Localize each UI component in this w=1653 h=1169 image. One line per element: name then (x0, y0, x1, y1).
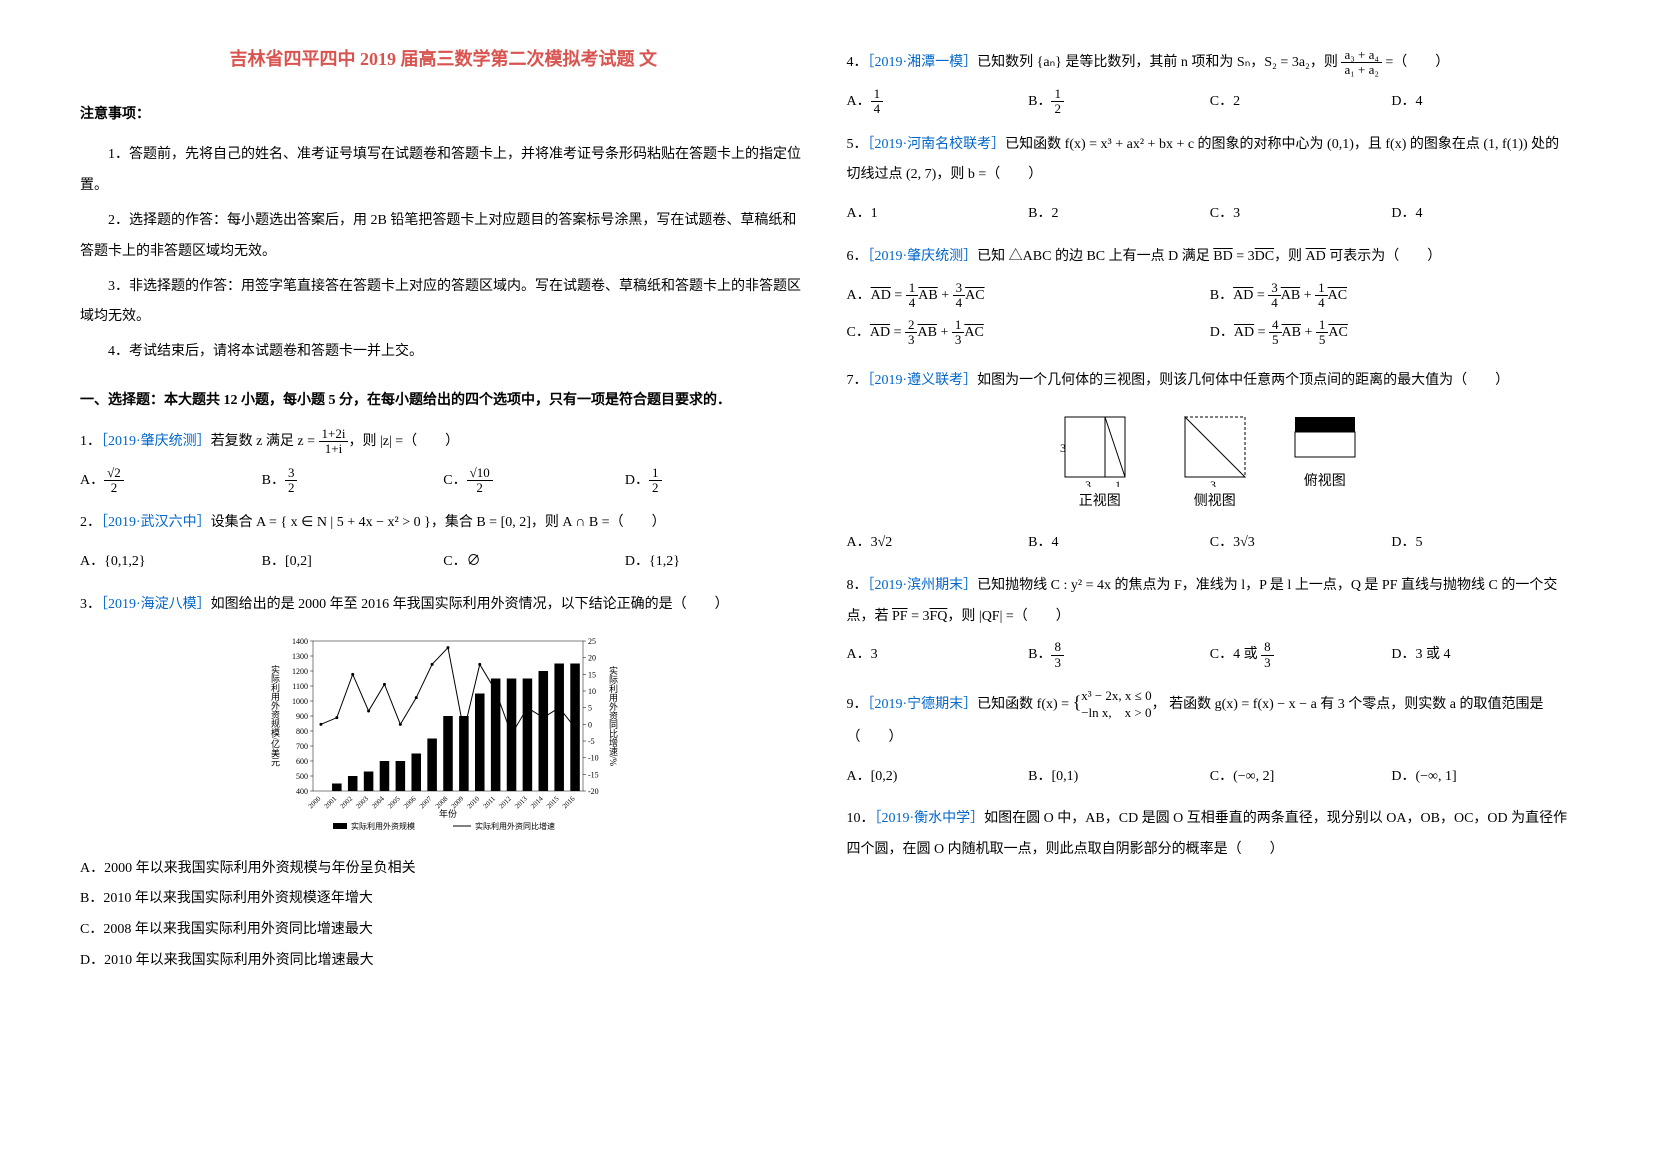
svg-text:2014: 2014 (529, 794, 545, 810)
svg-text:800: 800 (296, 727, 308, 736)
svg-text:500: 500 (296, 772, 308, 781)
q1-options: A．√22 B．32 C．√102 D．12 (80, 466, 807, 497)
svg-text:900: 900 (296, 712, 308, 721)
svg-text:10: 10 (588, 687, 596, 696)
svg-text:2001: 2001 (323, 794, 339, 810)
q3-opt-c: C．2008 年以来我国实际利用外资同比增速最大 (80, 915, 807, 946)
front-view-icon: 3 3 1 (1055, 407, 1145, 487)
svg-text:2016: 2016 (561, 794, 577, 810)
svg-text:1400: 1400 (292, 637, 308, 646)
svg-text:15: 15 (588, 670, 596, 679)
svg-text:-15: -15 (588, 770, 599, 779)
q7-options: A．3√2 B．4 C．3√3 D．5 (847, 528, 1574, 559)
question-8: 8．［2019·滨州期末］已知抛物线 C : y² = 4x 的焦点为 F，准线… (847, 571, 1574, 633)
svg-text:3: 3 (1085, 478, 1091, 487)
notice-1: 1．答题前，先将自己的姓名、准考证号填写在试题卷和答题卡上，并将准考证号条形码粘… (80, 140, 807, 202)
svg-text:1100: 1100 (293, 682, 309, 691)
q7-views: 3 3 1 正视图 3 侧视图 俯视图 (847, 407, 1574, 518)
notice-3: 3．非选择题的作答：用签字笔直接答在答题卡上对应的答题区域内。写在试题卷、草稿纸… (80, 272, 807, 334)
svg-text:2013: 2013 (514, 794, 530, 810)
svg-text:2003: 2003 (355, 794, 371, 810)
q4-options: A．14 B．12 C．2 D．4 (847, 87, 1574, 118)
svg-text:2012: 2012 (498, 794, 514, 810)
q1-tag: ［2019·肇庆统测］ (101, 434, 211, 449)
q6-options: A．AD = 14AB + 34AC B．AD = 34AB + 14AC C．… (847, 281, 1574, 355)
q6-tag: ［2019·肇庆统测］ (868, 249, 978, 264)
q7-tag: ［2019·遵义联考］ (868, 373, 978, 388)
top-view-icon (1285, 407, 1365, 467)
svg-text:1000: 1000 (292, 697, 308, 706)
q3-chart: 400 500 600 700 800 900 1000 1100 1200 1300 1400 -2… (80, 631, 807, 844)
svg-text:2009: 2009 (450, 794, 466, 810)
svg-text:2000: 2000 (307, 794, 323, 810)
part1-header: 一、选择题：本大题共 12 小题，每小题 5 分，在每小题给出的四个选项中，只有… (80, 386, 807, 417)
svg-text:年份: 年份 (439, 808, 457, 819)
question-3: 3．［2019·海淀八模］如图给出的是 2000 年至 2016 年我国实际利用… (80, 590, 807, 621)
svg-text:2004: 2004 (371, 794, 387, 810)
svg-text:2011: 2011 (482, 794, 498, 810)
question-5: 5．［2019·河南名校联考］已知函数 f(x) = x³ + ax² + bx… (847, 130, 1574, 192)
svg-text:2015: 2015 (545, 794, 561, 810)
svg-text:1300: 1300 (292, 652, 308, 661)
svg-text:实际利用外资同比增速: 实际利用外资同比增速 (475, 821, 555, 831)
svg-text:实际利用外资规模: 实际利用外资规模 (351, 821, 415, 831)
svg-text:3: 3 (1060, 441, 1066, 455)
exam-title: 吉林省四平四中 2019 届高三数学第二次模拟考试题 文 (80, 40, 807, 80)
q3-opt-a: A．2000 年以来我国实际利用外资规模与年份呈负相关 (80, 854, 807, 885)
svg-text:2002: 2002 (339, 794, 355, 810)
q2-options: A．{0,1,2} B．[0,2] C．∅ D．{1,2} (80, 547, 807, 578)
svg-text:700: 700 (296, 742, 308, 751)
q3-opt-b: B．2010 年以来我国实际利用外资规模逐年增大 (80, 884, 807, 915)
svg-text:5: 5 (588, 703, 592, 712)
side-view-icon: 3 (1175, 407, 1255, 487)
question-1: 1．［2019·肇庆统测］若复数 z 满足 z = 1+2i1+i，则 |z| … (80, 427, 807, 458)
question-7: 7．［2019·遵义联考］如图为一个几何体的三视图，则该几何体中任意两个顶点间的… (847, 366, 1574, 397)
svg-text:0: 0 (588, 720, 592, 729)
q2-tag: ［2019·武汉六中］ (101, 515, 211, 530)
q8-tag: ［2019·滨州期末］ (868, 578, 978, 593)
q5-options: A．1 B．2 C．3 D．4 (847, 199, 1574, 230)
svg-text:3: 3 (1210, 478, 1216, 487)
svg-text:600: 600 (296, 757, 308, 766)
svg-text:-20: -20 (588, 787, 599, 796)
svg-text:-5: -5 (588, 737, 595, 746)
q3-opt-d: D．2010 年以来我国实际利用外资同比增速最大 (80, 946, 807, 977)
question-2: 2．［2019·武汉六中］设集合 A = { x ∈ N | 5 + 4x − … (80, 508, 807, 539)
svg-text:1: 1 (1115, 478, 1121, 487)
svg-text:25: 25 (588, 637, 596, 646)
notice-header: 注意事项： (80, 100, 807, 131)
q4-tag: ［2019·湘潭一模］ (868, 55, 978, 70)
svg-text:2007: 2007 (418, 794, 434, 810)
svg-text:2006: 2006 (402, 794, 418, 810)
question-4: 4．［2019·湘潭一模］已知数列 {aₙ} 是等比数列，其前 n 项和为 Sₙ… (847, 48, 1574, 79)
q5-tag: ［2019·河南名校联考］ (868, 137, 1006, 152)
q8-options: A．3 B．83 C．4 或 83 D．3 或 4 (847, 640, 1574, 671)
svg-text:400: 400 (296, 787, 308, 796)
q3-tag: ［2019·海淀八模］ (101, 597, 211, 612)
svg-text:2005: 2005 (386, 794, 402, 810)
svg-text:实际利用外资规模/亿美元: 实际利用外资规模/亿美元 (270, 664, 280, 768)
svg-text:2010: 2010 (466, 794, 482, 810)
notice-2: 2．选择题的作答：每小题选出答案后，用 2B 铅笔把答题卡上对应题目的答案标号涂… (80, 206, 807, 268)
q10-tag: ［2019·衡水中学］ (875, 811, 985, 826)
svg-text:2008: 2008 (434, 794, 450, 810)
svg-text:-10: -10 (588, 753, 599, 762)
question-9: 9．［2019·宁德期末］已知函数 f(x) = {x³ − 2x, x ≤ 0… (847, 683, 1574, 753)
question-6: 6．［2019·肇庆统测］已知 △ABC 的边 BC 上有一点 D 满足 BD … (847, 242, 1574, 273)
svg-text:1200: 1200 (292, 667, 308, 676)
svg-text:20: 20 (588, 653, 596, 662)
question-10: 10．［2019·衡水中学］如图在圆 O 中，AB，CD 是圆 O 互相垂直的两… (847, 804, 1574, 866)
q9-tag: ［2019·宁德期末］ (868, 697, 978, 712)
notice-4: 4．考试结束后，请将本试题卷和答题卡一并上交。 (80, 337, 807, 368)
svg-text:实际利用外资同比增速/%: 实际利用外资同比增速/% (608, 665, 618, 767)
q9-options: A．[0,2) B．[0,1) C．(−∞, 2] D．(−∞, 1] (847, 762, 1574, 793)
